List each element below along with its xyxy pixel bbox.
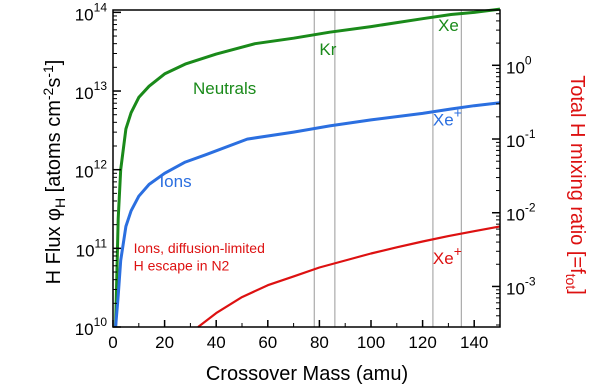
left-y-tick-exp-3: 13 xyxy=(94,79,108,93)
left-y-tick-exp-2: 12 xyxy=(94,158,108,172)
x-tick-label-0: 0 xyxy=(108,333,117,352)
right-y-tick-base-2: 10 xyxy=(506,206,525,225)
left-y-title-phi: φ xyxy=(43,208,65,221)
right-y-tick-base-0: 10 xyxy=(506,58,525,77)
left-y-tick-exp-4: 14 xyxy=(94,0,108,14)
annotation-text-3: H escape in N2 xyxy=(134,257,230,273)
right-y-tick-label-1: 10-1 xyxy=(506,127,536,151)
x-tick-label-2: 40 xyxy=(207,333,226,352)
series-line-0 xyxy=(114,7,501,328)
x-tick-label-3: 60 xyxy=(258,333,277,352)
annotation-text-5: Xe xyxy=(438,16,459,35)
right-y-tick-base-1: 10 xyxy=(506,132,525,151)
annotation-3: H escape in N2 xyxy=(134,257,230,273)
annotation-sup-7: + xyxy=(454,243,462,259)
left-y-tick-base-2: 10 xyxy=(75,163,94,182)
right-y-tick-label-3: 10-3 xyxy=(506,274,536,298)
left-y-tick-base-1: 10 xyxy=(76,241,95,260)
annotation-text-2: Ions, diffusion-limited xyxy=(134,240,265,256)
annotation-5: Xe xyxy=(438,16,459,35)
left-y-axis-title: H Flux φH [atoms cm-2s-1] xyxy=(40,60,68,285)
left-y-tick-base-4: 10 xyxy=(75,5,94,24)
annotation-4: Kr xyxy=(319,40,336,59)
series-line-1 xyxy=(114,101,501,328)
annotation-text-1: Ions xyxy=(159,172,191,191)
right-y-axis-title: Total H mixing ratio [=ftot] xyxy=(563,75,588,295)
annotation-text-7: Xe xyxy=(433,249,454,268)
x-tick-label-6: 120 xyxy=(408,333,436,352)
right-y-tick-exp-3: -3 xyxy=(525,274,536,288)
left-y-title-rest: [atoms cm xyxy=(43,100,65,198)
left-y-tick-label-3: 1013 xyxy=(75,79,108,103)
annotation-text-0: Neutrals xyxy=(193,79,256,98)
left-y-title-mid: s xyxy=(43,78,65,88)
annotation-1: Ions xyxy=(159,172,191,191)
x-tick-label-4: 80 xyxy=(310,333,329,352)
right-y-tick-exp-2: -2 xyxy=(525,201,536,215)
left-y-tick-label-4: 1014 xyxy=(75,0,108,24)
right-y-title-sub: tot xyxy=(563,274,579,290)
left-y-title-exp1: -2 xyxy=(40,87,56,100)
annotation-7: Xe+ xyxy=(433,243,462,268)
left-y-tick-base-0: 10 xyxy=(75,320,94,339)
x-tick-label-1: 20 xyxy=(155,333,174,352)
data-series xyxy=(114,7,501,328)
reference-lines xyxy=(313,10,462,327)
annotation-6: Xe+ xyxy=(433,105,462,130)
left-y-tick-label-0: 1010 xyxy=(75,315,108,339)
annotation-2: Ions, diffusion-limited xyxy=(134,240,265,256)
right-y-tick-label-0: 100 xyxy=(506,53,532,77)
left-y-tick-label-1: 1011 xyxy=(76,236,108,260)
right-y-tick-exp-1: -1 xyxy=(525,127,536,141)
left-y-tick-exp-0: 10 xyxy=(94,315,108,329)
x-tick-label-7: 140 xyxy=(460,333,488,352)
left-y-title-exp2: -1 xyxy=(40,65,56,78)
right-y-title-end: ] xyxy=(566,289,588,295)
right-y-tick-exp-0: 0 xyxy=(525,53,532,67)
annotation-text-4: Kr xyxy=(319,40,336,59)
x-axis-title: Crossover Mass (amu) xyxy=(206,363,408,385)
left-y-title-main: H Flux xyxy=(43,221,65,284)
left-y-tick-exp-1: 11 xyxy=(95,236,108,250)
right-y-title-main: Total H mixing ratio [=f xyxy=(566,75,588,274)
x-axis-ticks: 0 20 40 60 80 100 120 140 xyxy=(108,320,488,352)
series-line-2 xyxy=(197,225,501,328)
left-y-tick-label-2: 1012 xyxy=(75,158,108,182)
annotation-text-6: Xe xyxy=(433,111,454,130)
left-y-title-phi-sub: H xyxy=(52,198,68,208)
left-y-title-end: ] xyxy=(43,60,65,66)
right-y-tick-base-3: 10 xyxy=(506,279,525,298)
annotation-sup-6: + xyxy=(454,105,462,121)
x-tick-label-5: 100 xyxy=(357,333,385,352)
left-y-tick-base-3: 10 xyxy=(75,84,94,103)
annotation-0: Neutrals xyxy=(193,79,256,98)
right-y-tick-label-2: 10-2 xyxy=(506,201,536,225)
